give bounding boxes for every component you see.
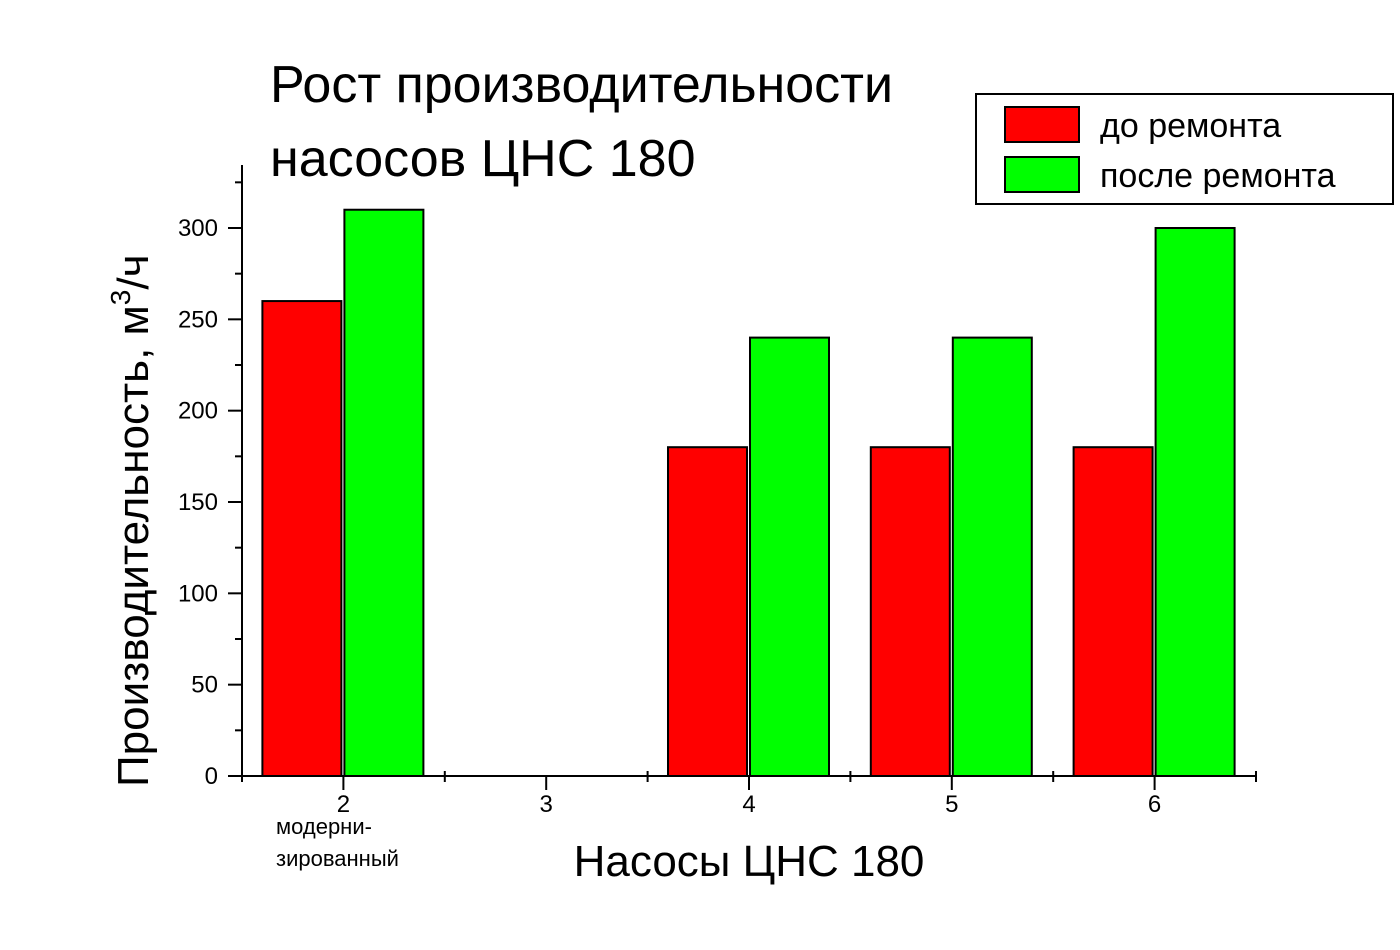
- x-category-note: зированный: [276, 846, 399, 871]
- x-tick-label: 2: [337, 791, 350, 818]
- y-tick-label: 50: [191, 672, 218, 699]
- chart-title-line-2: насосов ЦНС 180: [270, 130, 696, 188]
- x-axis-title: Насосы ЦНС 180: [574, 837, 925, 886]
- y-axis-title: Производительность, м3/ч: [105, 255, 158, 788]
- y-axis-title-superscript: 3: [105, 290, 136, 306]
- x-category-note: модерни-: [276, 814, 372, 839]
- x-tick-label: 4: [742, 791, 755, 818]
- x-tick-label: 3: [540, 791, 553, 818]
- x-tick-label: 6: [1148, 791, 1161, 818]
- legend-swatch-after-repair: [1004, 156, 1080, 193]
- legend-swatch-before-repair: [1004, 106, 1080, 143]
- y-tick-label: 0: [205, 763, 218, 790]
- y-axis-title-main: Производительность, м: [109, 305, 158, 787]
- bar-after-repair: [1154, 227, 1236, 777]
- y-tick-label: 200: [178, 398, 218, 425]
- y-axis-title-unit: /ч: [109, 255, 158, 290]
- bar-after-repair: [749, 336, 830, 777]
- bar-after-repair: [343, 208, 425, 777]
- y-tick-label: 100: [178, 580, 218, 607]
- chart-title: Рост производительности насосов ЦНС 180: [270, 56, 893, 188]
- bar-before-repair: [261, 300, 343, 777]
- y-tick-label: 250: [178, 306, 218, 333]
- bar-after-repair: [951, 336, 1033, 777]
- y-tick-label: 300: [178, 215, 218, 242]
- bar-before-repair: [869, 446, 951, 777]
- legend-label-after-repair: после ремонта: [1100, 157, 1336, 195]
- y-tick-label: 150: [178, 489, 218, 516]
- legend: до ремонта после ремонта: [975, 93, 1394, 205]
- bar-before-repair: [667, 446, 748, 777]
- bar-before-repair: [1072, 446, 1154, 777]
- y-axis-title-text: Производительность, м3/ч: [105, 255, 158, 788]
- x-tick-label: 5: [945, 791, 958, 818]
- legend-label-before-repair: до ремонта: [1100, 107, 1281, 145]
- chart-title-line-1: Рост производительности: [270, 56, 893, 114]
